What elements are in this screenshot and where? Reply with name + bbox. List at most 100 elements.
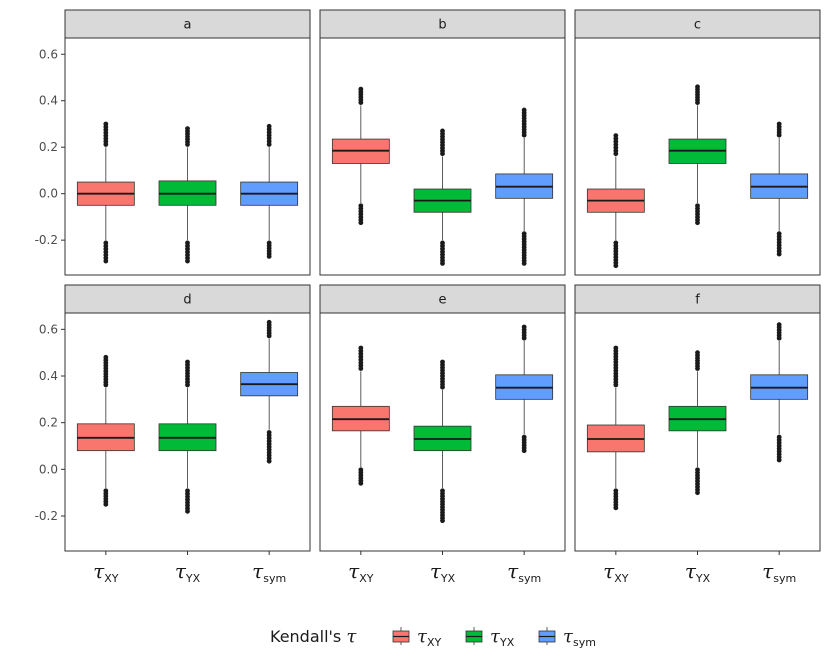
outlier-point [695,490,700,496]
outlier-point [440,359,445,365]
box-yx [158,126,217,264]
outlier-point [266,458,272,464]
x-tick-label-yx: τYX [685,559,711,585]
box-sym [750,121,809,257]
box-sym: τsym [495,324,554,585]
facet-strip [64,9,311,39]
box-yx [413,128,472,266]
x-tick-label-sym: τsym [507,559,541,585]
facet-strip [574,284,821,314]
outlier-point [776,457,782,463]
legend-label: τsym [563,626,596,649]
legend-item-xy: τXY [392,626,442,649]
outlier-point [185,359,190,365]
outlier-point [103,354,109,360]
legend-label: τXY [417,626,442,649]
outlier-point [613,263,619,269]
outlier-point [521,324,527,330]
box-yx [668,84,727,226]
x-tick-label-xy: τXY [348,559,374,585]
box-xy: τXY [76,354,135,585]
facet-strip [319,284,566,314]
outlier-point [358,345,364,351]
legend: Kendall's τ τXY τYX τsym [270,626,596,649]
x-tick-label-xy: τXY [93,559,119,585]
outlier-point [266,319,272,325]
y-tick-label: -0.2 [35,509,58,523]
legend-item-sym: τsym [538,626,596,649]
x-tick-label-sym: τsym [762,559,796,585]
x-tick-label-yx: τYX [430,559,456,585]
outlier-point [103,258,109,264]
box-sym [495,107,554,266]
facet-panel-a: a -0.2 0.0 0.2 0.4 0.6 [35,9,311,276]
facet-strip-label: c [694,18,701,33]
y-tick-label: 0.4 [39,369,58,383]
facet-strip [319,9,566,39]
y-tick-label: 0.0 [39,187,58,201]
outlier-point [266,254,272,259]
box-xy: τXY [331,345,390,585]
facet-strip-label: d [183,293,191,308]
legend-label: τYX [490,626,515,649]
outlier-point [613,345,619,351]
box-yx: τYX [158,359,217,585]
outlier-point [776,322,782,328]
outlier-point [358,220,364,226]
outlier-point [185,126,190,132]
x-tick-label-sym: τsym [252,559,286,585]
y-tick-label: -0.2 [35,233,58,247]
facet-panel-d: d -0.2 0.0 0.2 0.4 0.6 τXY τYX τsym [35,284,311,585]
outlier-point [695,84,700,90]
facet-panel-e: e τXY τYX τsym [319,284,566,585]
outlier-point [103,501,109,507]
outlier-point [695,220,700,226]
outlier-point [613,505,619,511]
outlier-point [613,133,619,138]
outlier-point [521,448,527,454]
outlier-point [266,123,272,129]
y-tick-label: 0.6 [39,322,58,336]
outlier-point [440,260,445,266]
facet-panel-f: f τXY τYX τsym [574,284,821,585]
box-xy [76,121,135,264]
facet-grid: a -0.2 0.0 0.2 0.4 0.6 b c d -0.2 0.0 0.2 0.4 0.6 τXY τ… [35,9,821,585]
y-tick-label: 0.2 [39,140,58,154]
facet-strip-label: e [439,293,447,308]
outlier-point [776,251,782,257]
y-tick-label: 0.0 [39,462,58,476]
y-tick-label: 0.4 [39,94,58,108]
outlier-point [440,518,445,524]
outlier-point [521,107,527,113]
legend-item-yx: τYX [465,626,515,649]
outlier-point [695,350,700,356]
outlier-point [521,260,527,266]
x-tick-label-xy: τXY [603,559,629,585]
outlier-point [440,128,445,134]
outlier-point [358,86,364,92]
outlier-point [103,121,109,127]
box-sym: τsym [240,319,299,585]
box-sym [240,123,299,259]
outlier-point [776,121,782,127]
outlier-point [185,258,190,264]
facet-strip-label: b [438,18,446,33]
box-yx: τYX [668,350,727,585]
box-xy [586,133,645,269]
x-tick-label-yx: τYX [175,559,201,585]
facet-strip [64,284,311,314]
facet-panel-c: c [574,9,821,276]
facet-strip [574,9,821,39]
facet-strip-label: a [184,18,192,33]
box-sym: τsym [750,322,809,585]
outlier-point [358,480,364,486]
facet-panel-b: b [319,9,566,276]
box-yx: τYX [413,359,472,585]
y-tick-label: 0.6 [39,47,58,61]
outlier-point [185,508,190,514]
box-xy: τXY [586,345,645,585]
facet-strip-label: f [695,293,700,308]
legend-title: Kendall's τ [270,626,357,647]
box-xy [331,86,390,226]
